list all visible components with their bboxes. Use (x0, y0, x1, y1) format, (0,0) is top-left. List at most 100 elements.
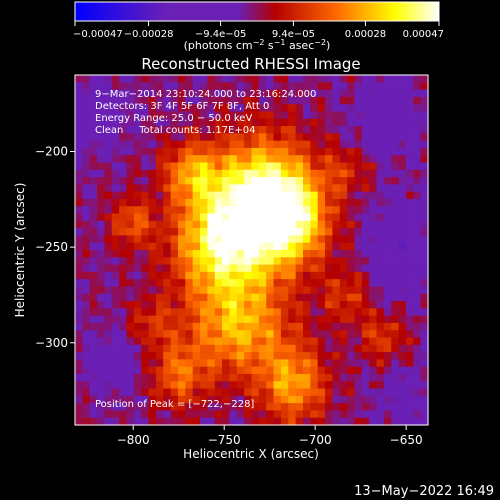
heatmap-cell (126, 147, 135, 156)
heatmap-cell (177, 344, 186, 353)
heatmap-cell (229, 279, 238, 288)
heatmap-cell (133, 89, 142, 98)
heatmap-cell (104, 82, 113, 91)
heatmap-cell (295, 286, 304, 295)
heatmap-cell (126, 184, 135, 193)
heatmap-cell (405, 75, 414, 83)
heatmap-cell (332, 293, 341, 302)
heatmap-cell (325, 220, 333, 229)
heatmap-cell (229, 301, 238, 309)
heatmap-cell (391, 191, 400, 200)
heatmap-cell (266, 286, 275, 295)
heatmap-cell (317, 177, 326, 185)
heatmap-cell (170, 308, 179, 317)
heatmap-cell (75, 126, 83, 134)
heatmap-cell (295, 118, 304, 127)
heatmap-cell (236, 264, 245, 273)
heatmap-cell (398, 177, 407, 185)
heatmap-cell (170, 96, 179, 105)
heatmap-cell (383, 184, 392, 193)
colorbar: −0.00047 −0.00028 −9.4e−05 9.4e−05 0.00028 0.… (73, 1, 444, 52)
heatmap-cell (163, 235, 172, 244)
heatmap-cell (354, 191, 363, 200)
heatmap-cell (170, 381, 179, 390)
heatmap-cell (207, 337, 216, 346)
heatmap-cell (258, 250, 267, 258)
heatmap-cell (383, 330, 392, 339)
heatmap-cell (325, 301, 333, 309)
heatmap-cell (413, 198, 422, 207)
heatmap-cell (104, 359, 113, 368)
heatmap-cell (317, 162, 326, 171)
heatmap-cell (376, 410, 385, 419)
heatmap-cell (354, 118, 363, 127)
heatmap-cell (383, 301, 392, 309)
heatmap-cell (383, 337, 392, 346)
heatmap-cell (258, 126, 267, 134)
heatmap-cell (347, 104, 356, 113)
heatmap-cell (251, 388, 260, 397)
heatmap-cell (251, 96, 260, 105)
heatmap-cell (214, 257, 223, 266)
heatmap-cell (89, 352, 98, 360)
heatmap-cell (398, 198, 407, 207)
heatmap-cell (177, 104, 186, 113)
heatmap-cell (398, 191, 407, 200)
heatmap-cell (405, 147, 414, 156)
heatmap-cell (325, 184, 333, 193)
heatmap-cell (288, 359, 297, 368)
heatmap-cell (89, 96, 98, 105)
heatmap-cell (222, 271, 231, 280)
x-tick-label: −700 (299, 433, 332, 447)
heatmap-cell (347, 257, 356, 266)
heatmap-cell (200, 293, 208, 302)
heatmap-cell (369, 330, 378, 339)
heatmap-cell (170, 206, 179, 215)
heatmap-cell (155, 191, 164, 200)
heatmap-cell (104, 330, 113, 339)
heatmap-cell (310, 286, 319, 295)
heatmap-cell (413, 286, 422, 295)
heatmap-cell (207, 271, 216, 280)
heatmap-cell (97, 162, 106, 171)
heatmap-cell (126, 264, 135, 273)
heatmap-cell (339, 286, 348, 295)
heatmap-cell (369, 220, 378, 229)
heatmap-cell (347, 126, 356, 134)
heatmap-cell (119, 308, 128, 317)
heatmap-cell (207, 147, 216, 156)
heatmap-cell (361, 82, 370, 91)
heatmap-cell (111, 220, 120, 229)
heatmap-cell (325, 264, 333, 273)
heatmap-cell (222, 301, 231, 309)
heatmap-cell (75, 359, 83, 368)
heatmap-cell (244, 250, 253, 258)
heatmap-cell (207, 373, 216, 382)
heatmap-cell (317, 89, 326, 98)
heatmap-cell (89, 264, 98, 273)
heatmap-cell (192, 198, 201, 207)
heatmap-cell (163, 89, 172, 98)
heatmap-cell (170, 213, 179, 222)
heatmap-cell (207, 126, 216, 134)
heatmap-cell (155, 82, 164, 91)
heatmap-cell (104, 162, 113, 171)
heatmap-cell (391, 213, 400, 222)
heatmap-cell (376, 293, 385, 302)
heatmap-cell (111, 111, 120, 120)
heatmap-cell (192, 126, 201, 134)
heatmap-cell (347, 301, 356, 309)
heatmap-cell (354, 388, 363, 397)
heatmap-cell (214, 344, 223, 353)
heatmap-cell (302, 155, 311, 164)
heatmap-cell (104, 155, 113, 164)
heatmap-cell (141, 279, 150, 288)
heatmap-cell (280, 213, 289, 222)
heatmap-cell (222, 104, 231, 113)
heatmap-cell (405, 242, 414, 251)
heatmap-cell (391, 126, 400, 134)
heatmap-cell (339, 293, 348, 302)
heatmap-cell (222, 118, 231, 127)
heatmap-cell (398, 155, 407, 164)
heatmap-cell (89, 155, 98, 164)
